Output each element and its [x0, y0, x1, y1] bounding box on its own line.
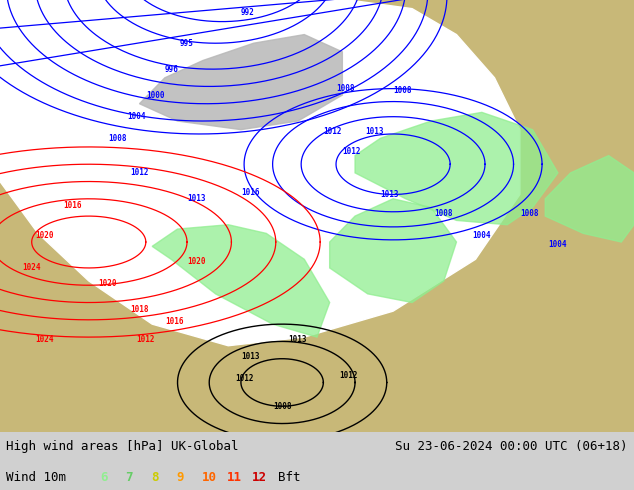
- Text: 1008: 1008: [108, 134, 127, 143]
- Polygon shape: [152, 225, 330, 337]
- Text: 1024: 1024: [35, 335, 54, 344]
- Text: 9: 9: [176, 471, 184, 484]
- Text: 1020: 1020: [35, 231, 54, 240]
- Text: 10: 10: [202, 471, 217, 484]
- Text: 1020: 1020: [98, 279, 117, 288]
- Text: 1012: 1012: [130, 169, 149, 177]
- Text: 1008: 1008: [434, 209, 453, 219]
- Text: 1012: 1012: [342, 147, 361, 156]
- Polygon shape: [0, 0, 520, 346]
- Text: 1012: 1012: [136, 335, 155, 344]
- Text: 6: 6: [100, 471, 108, 484]
- Text: 1008: 1008: [336, 84, 355, 93]
- Text: 1004: 1004: [548, 240, 567, 249]
- Text: 1013: 1013: [380, 190, 399, 199]
- Text: 1016: 1016: [165, 318, 184, 326]
- Polygon shape: [545, 156, 634, 242]
- Text: 1008: 1008: [273, 402, 292, 411]
- Text: 992: 992: [240, 8, 254, 18]
- Text: 995: 995: [180, 39, 194, 48]
- Text: 1013: 1013: [288, 335, 307, 344]
- Text: 8: 8: [151, 471, 158, 484]
- Text: 1013: 1013: [241, 352, 260, 361]
- Text: 12: 12: [252, 471, 268, 484]
- Text: Bft: Bft: [278, 471, 300, 484]
- Text: 1013: 1013: [365, 127, 384, 136]
- Text: 1018: 1018: [130, 304, 149, 314]
- Text: 1004: 1004: [127, 112, 146, 121]
- Text: 1024: 1024: [22, 264, 41, 272]
- Polygon shape: [330, 199, 456, 302]
- Text: 1008: 1008: [393, 86, 412, 95]
- Text: 1012: 1012: [235, 374, 254, 383]
- Text: 1012: 1012: [323, 127, 342, 136]
- Text: Wind 10m: Wind 10m: [6, 471, 67, 484]
- Text: 1013: 1013: [187, 195, 206, 203]
- Text: 996: 996: [164, 65, 178, 74]
- Text: High wind areas [hPa] UK-Global: High wind areas [hPa] UK-Global: [6, 440, 239, 453]
- Text: 1012: 1012: [339, 371, 358, 381]
- Text: 1000: 1000: [146, 91, 165, 99]
- Text: 7: 7: [126, 471, 133, 484]
- Text: 1008: 1008: [520, 209, 539, 219]
- Text: 1004: 1004: [472, 231, 491, 240]
- Polygon shape: [355, 112, 558, 225]
- Text: Su 23-06-2024 00:00 UTC (06+18): Su 23-06-2024 00:00 UTC (06+18): [395, 440, 628, 453]
- Text: 11: 11: [227, 471, 242, 484]
- Text: 1016: 1016: [241, 188, 260, 197]
- Polygon shape: [139, 35, 342, 130]
- Text: 1016: 1016: [63, 201, 82, 210]
- Text: 1020: 1020: [187, 257, 206, 266]
